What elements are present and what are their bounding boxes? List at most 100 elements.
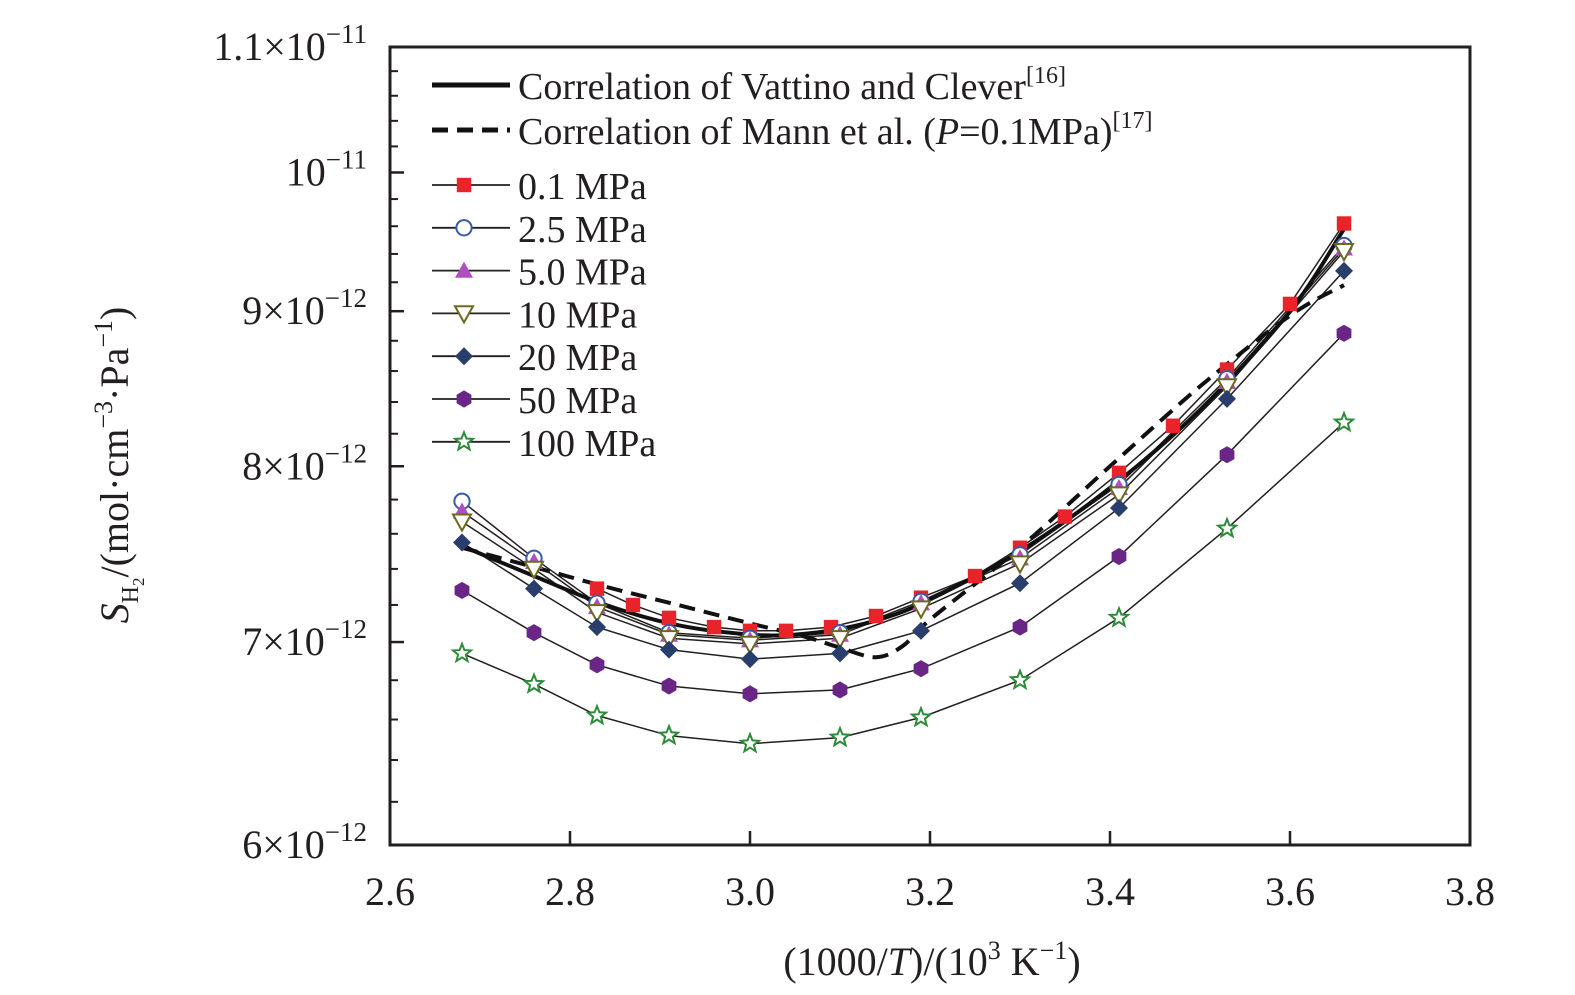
series-3-point [1216,378,1238,398]
legend-entry-mann: Correlation of Mann et al. (P=0.1MPa)[17… [432,108,1152,153]
series-6-point [585,703,609,726]
series-3-point [1333,242,1355,263]
series-0-point [661,610,677,626]
series-0-point [625,597,641,613]
legend-label-mann: Correlation of Mann et al. (P=0.1MPa)[17… [518,108,1152,153]
series-3-point [1009,555,1031,575]
series-0-point [1111,465,1127,481]
correlation-mann-line [461,283,1345,660]
x-tick-label: 3.0 [725,869,775,914]
legend-series-marker [456,390,472,408]
y-tick-label: 10−11 [286,144,367,194]
legend-series-label: 100 MPa [518,423,656,465]
series-5-point [1219,446,1235,464]
x-axis-title-mid: )/(10 [910,939,988,984]
series-4-point [660,640,678,659]
y-axis-title-sup2: −1 [89,320,118,348]
series-4-point [831,644,849,663]
series-4-point [1011,574,1029,593]
series-0-point [1165,418,1181,433]
series-4-point [525,579,543,598]
series-5-point [454,581,470,599]
series-5-point [589,656,605,674]
series-4-point [1335,261,1353,280]
series-3-point [658,630,680,650]
legend-series-label: 5.0 MPa [518,252,647,294]
x-axis-title-var: T [888,939,913,984]
y-tick-label: 9×10−12 [242,283,367,333]
correlation-vattino-line [461,227,1346,638]
series-0-point [778,623,794,639]
legend-series-marker [455,347,473,366]
x-axis-title-sup: 3 [988,936,1001,965]
series-4-point [741,650,759,669]
legend-label-vattino: Correlation of Vattino and Clever[16] [518,63,1066,108]
y-tick-label-mantissa: 7×10 [242,619,325,664]
legend-label-mann-var: P [935,111,959,153]
series-6-point [1008,668,1032,691]
series-5-point [661,677,677,695]
y-tick-label: 1.1×10−11 [213,19,367,69]
legend-label-mann-pre: Correlation of Mann et al. ( [518,111,936,153]
y-tick-label-mantissa: 9×10 [242,288,325,333]
y-tick-label-exponent: −11 [326,144,367,174]
legend-series-label: 20 MPa [518,337,637,379]
x-tick-label: 3.8 [1445,869,1495,914]
y-axis-title-group: SH2/(mol·cm−3·Pa−1) [89,307,148,624]
x-axis-title-close: ) [1067,939,1080,984]
y-tick-label-mantissa: 10 [286,149,326,194]
series-6-point [450,641,474,664]
series-5-point [832,681,848,699]
legend-label-vattino-text: Correlation of Vattino and Clever [518,66,1026,108]
y-axis-title-mid: ·Pa [92,347,137,401]
series-6-point [1332,410,1356,433]
series-4-point [588,618,606,637]
series-6-point [738,731,762,754]
y-axis-title-var: S [92,603,137,623]
minor-ticks [390,70,398,803]
series-4-point [1110,499,1128,518]
x-tick-label: 2.6 [365,869,415,914]
x-axis-title: (1000/T)/(103 K−1) [783,936,1080,984]
legend-series-label: 10 MPa [518,294,637,336]
x-axis-title-post: K [1001,939,1040,984]
series-6-point [828,725,852,748]
series-3-point [1108,486,1130,506]
series-3-point [910,600,932,620]
y-tick-label: 7×10−12 [242,614,367,664]
series-5-point [526,624,542,642]
y-axis-title: SH2/(mol·cm−3·Pa−1) [89,307,148,624]
x-axis-ticks: 2.6 2.8 3.0 3.2 3.4 3.6 3.8 [365,831,1495,914]
series-4-point [912,621,930,640]
legend-entry-vattino: Correlation of Vattino and Clever[16] [432,63,1066,108]
series-0-point [706,619,722,635]
legend-series-marker [455,219,473,237]
legend: Correlation of Vattino and Clever[16] Co… [432,63,1152,465]
series-6-point [909,705,933,728]
series-0-point [967,568,983,584]
series-3-point [523,560,545,580]
x-axis-title-unit-sup: −1 [1040,936,1068,965]
y-tick-label-mantissa: 6×10 [242,822,325,867]
x-tick-label: 3.4 [1085,869,1135,914]
legend-series-marker [453,305,475,325]
series-6-point [522,671,546,694]
series-3-point [586,604,608,624]
y-tick-label-exponent: −12 [325,438,367,468]
legend-label-mann-post: =0.1MPa) [959,111,1112,153]
y-axis-title-subsub: 2 [129,578,148,587]
x-tick-label: 3.6 [1265,869,1315,914]
x-tick-label: 2.8 [545,869,595,914]
legend-series-label: 0.1 MPa [518,166,647,208]
series-0-point [868,608,884,624]
y-tick-label-mantissa: 8×10 [242,443,325,488]
y-tick-label-exponent: −12 [325,614,367,644]
legend-series-marker [452,429,476,452]
y-tick-label-exponent: −12 [325,283,367,313]
y-tick-label-mantissa: 1.1×10 [213,24,326,69]
series-3-point [451,513,473,533]
y-axis-ticks: 6×10−127×10−128×10−129×10−1210−111.1×10−… [213,19,404,867]
series-0-point [589,581,605,596]
